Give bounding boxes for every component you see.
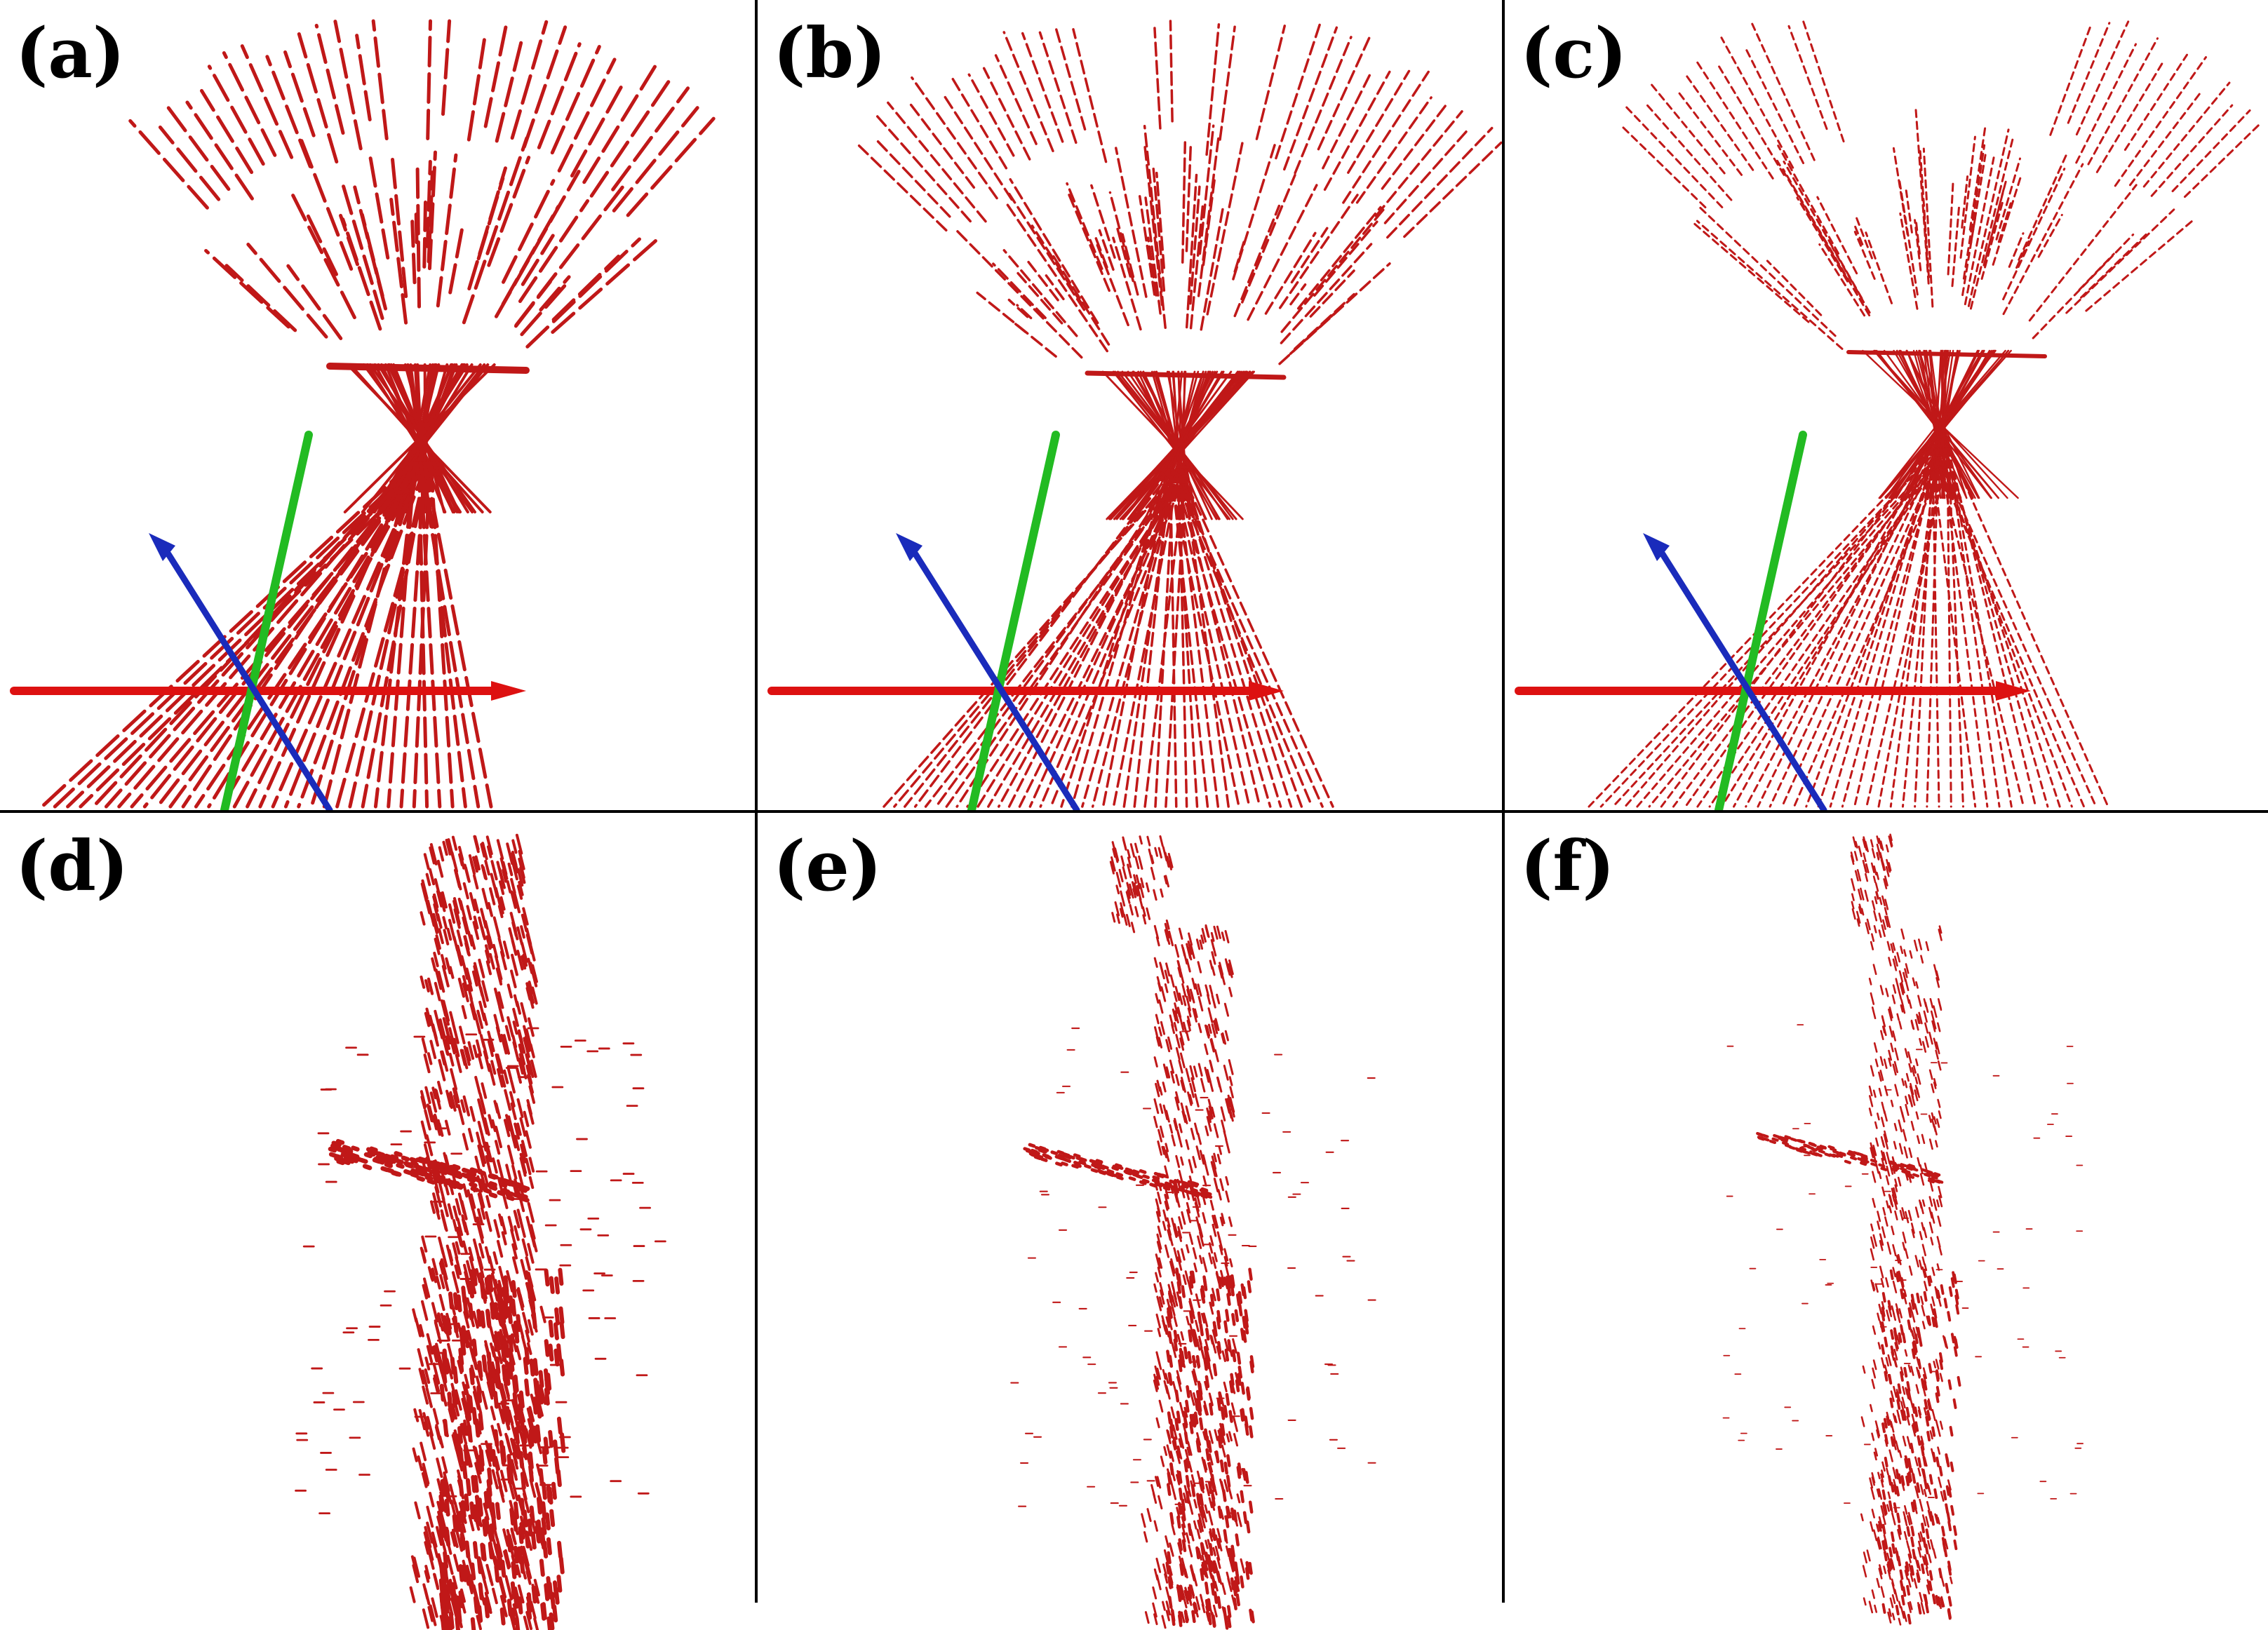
far-scan-lines-c bbox=[1618, 20, 2263, 209]
point-cloud-b bbox=[767, 20, 1502, 810]
vertical-divider-right bbox=[1502, 0, 1505, 1603]
coordinate-axes-c bbox=[1515, 431, 2031, 810]
panel-label-a: (a) bbox=[15, 13, 126, 94]
far-scan-lines-a bbox=[128, 19, 716, 217]
point-cloud-f bbox=[1722, 833, 2084, 1626]
point-cloud-c bbox=[1515, 20, 2263, 810]
sensor-core-b bbox=[1085, 370, 1287, 520]
coordinate-axes-a bbox=[10, 431, 526, 810]
panel-a: (a) bbox=[0, 0, 755, 810]
panel-label-f: (f) bbox=[1520, 826, 1615, 907]
panel-label-d: (d) bbox=[15, 826, 129, 907]
panel-f: (f) bbox=[1505, 813, 2268, 1630]
panel-c: (c) bbox=[1505, 0, 2268, 810]
panel-b: (b) bbox=[758, 0, 1502, 810]
point-cloud-e bbox=[1010, 835, 1376, 1630]
near-scan-lines-b bbox=[883, 469, 1334, 808]
mid-scan-lines-b bbox=[956, 124, 1391, 365]
point-cloud-d bbox=[295, 833, 666, 1630]
horizontal-divider bbox=[0, 810, 2268, 813]
point-cloud-a bbox=[10, 19, 716, 810]
far-scan-lines-b bbox=[857, 20, 1502, 239]
side-view-points-f bbox=[1722, 833, 2084, 1626]
panel-label-c: (c) bbox=[1520, 13, 1628, 94]
coordinate-axes-b bbox=[767, 431, 1284, 810]
panel-e: (e) bbox=[758, 813, 1502, 1630]
near-scan-lines-c bbox=[1588, 447, 2109, 808]
side-view-points-d bbox=[295, 833, 666, 1630]
mid-scan-lines-a bbox=[204, 133, 662, 349]
panel-d: (d) bbox=[0, 813, 755, 1630]
side-view-points-e bbox=[1010, 835, 1376, 1630]
vertical-divider-left bbox=[755, 0, 758, 1603]
panel-label-b: (b) bbox=[773, 13, 887, 94]
mid-scan-lines-c bbox=[1691, 106, 2195, 350]
panel-label-e: (e) bbox=[773, 826, 883, 907]
